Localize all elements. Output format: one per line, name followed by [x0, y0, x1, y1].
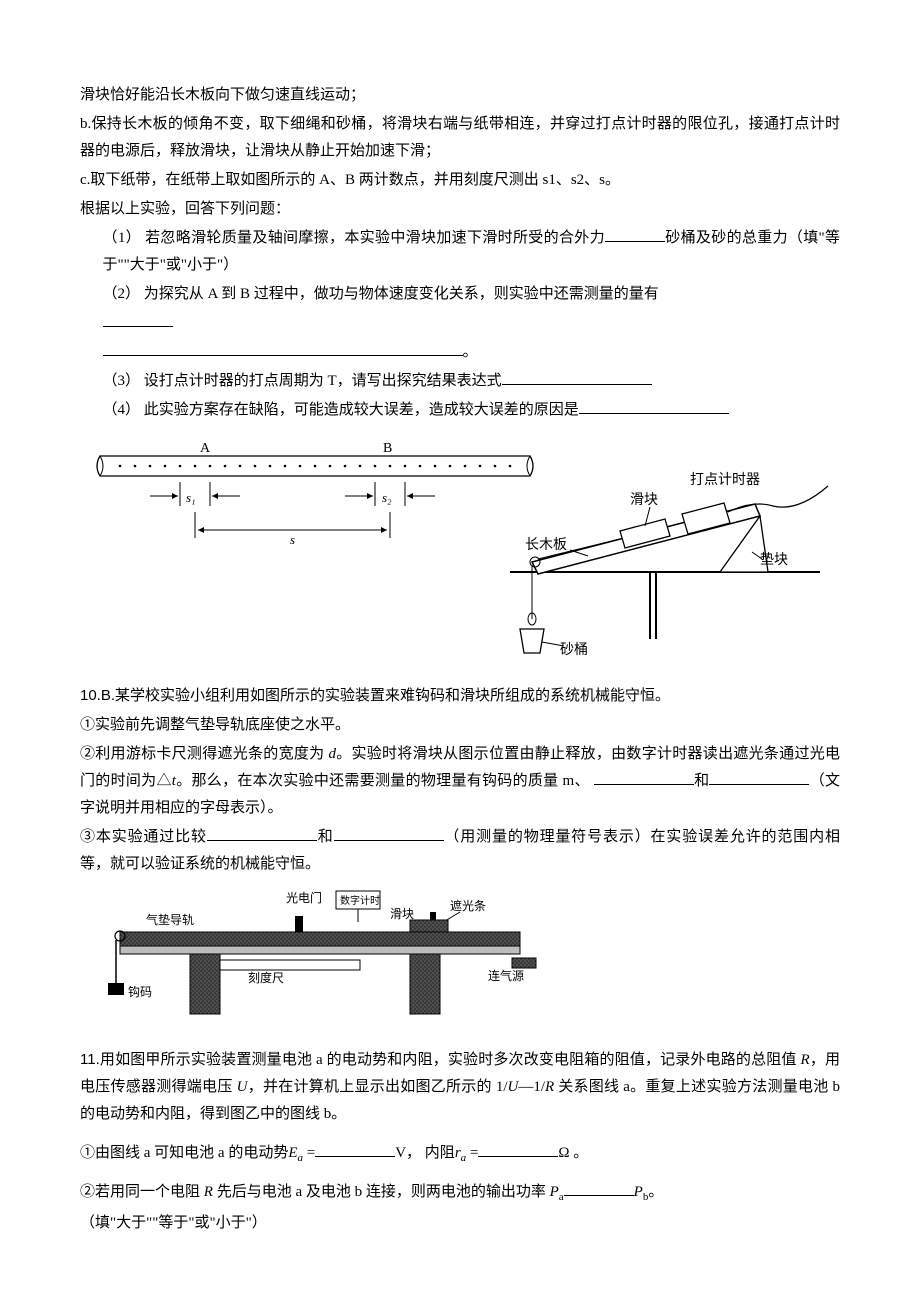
q3-blank [502, 369, 652, 385]
q11-p3b: 先后与电池 a 及电池 b 连接，则两电池的输出功率 [213, 1184, 546, 1200]
q11-Ea: E [288, 1145, 297, 1161]
label-gate: 光电门 [286, 890, 322, 905]
q11-Pb: P [634, 1184, 643, 1200]
q11-p1d: —1/ [518, 1079, 545, 1095]
lead-line-2: c.取下纸带，在纸带上取如图所示的 A、B 两计数点，并用刻度尺测出 s1、s2… [80, 167, 840, 194]
label-weight: 钩码 [128, 985, 152, 999]
q2-blank-1 [103, 311, 173, 327]
q10-line4: ③本实验通过比较和（用测量的物理量符号表示）在实验误差允许的范围内相等，就可以验… [80, 824, 840, 878]
q3-text: 设打点计时器的打点周期为 T，请写出探究结果表达式 [144, 373, 502, 389]
tape-s1-label: s₁ [186, 490, 196, 505]
label-rail: 气垫导轨 [146, 912, 194, 927]
tape-s2-label: s₂ [382, 490, 392, 505]
q1-row: （1） 若忽略滑轮质量及轴间摩擦，本实验中滑块加速下滑时所受的合外力砂桶及砂的总… [80, 225, 840, 279]
q11-p3c: 。 [648, 1184, 663, 1200]
q11-p3a: ②若用同一个电阻 [80, 1184, 200, 1200]
q10-blank-1 [594, 769, 694, 785]
label-timer: 打点计时器 [690, 471, 760, 488]
lead-line-3: 根据以上实验，回答下列问题： [80, 196, 840, 223]
q10-blank-4 [334, 825, 444, 841]
q11-p1c: ，并在计算机上显示出如图乙所示的 1/ [247, 1079, 507, 1095]
tape-s-label: s [290, 532, 295, 547]
q3-row: （3） 设打点计时器的打点周期为 T，请写出探究结果表达式 [80, 368, 840, 395]
q11-line1: 11.用如图甲所示实验装置测量电池 a 的电动势和内阻，实验时多次改变电阻箱的阻… [80, 1046, 840, 1128]
q11-line4: （填"大于""等于"或"小于"） [80, 1210, 840, 1237]
label-digital-timer: 数字计时 [340, 894, 380, 907]
q2-num: （2） [103, 286, 141, 302]
label-shade: 遮光条 [450, 898, 486, 913]
q10-and2: 和 [317, 829, 334, 845]
q10-num: 10.B. [80, 687, 115, 704]
q11-R3: R [204, 1184, 213, 1200]
label-bucket: 砂桶 [560, 642, 588, 658]
q10-line1: 10.B.某学校实验小组利用如图所示的实验装置来难钩码和滑块所组成的系统机械能守… [80, 682, 840, 710]
q11-blank-P [564, 1180, 634, 1196]
q4-num: （4） [103, 402, 141, 418]
q10-p3c: 。那么，在本次实验中还需要测量的物理量有钩码的质量 m、 [176, 773, 590, 789]
tape-B-label: B [383, 441, 392, 456]
q10-and1: 和 [694, 773, 710, 789]
q10-line2: ①实验前先调整气垫导轨底座使之水平。 [80, 712, 840, 739]
q11-num: 11. [80, 1051, 100, 1068]
q4-blank [579, 398, 729, 414]
q10-blank-3 [207, 825, 317, 841]
q1-blank [605, 226, 665, 242]
q10-p1: 某学校实验小组利用如图所示的实验装置来难钩码和滑块所组成的系统机械能守恒。 [115, 688, 670, 704]
lead-line-1: b.保持长木板的倾角不变，取下细绳和砂桶，将滑块右端与纸带相连，并穿过打点计时器… [80, 111, 840, 165]
q10-blank-2 [709, 769, 809, 785]
q3-num: （3） [103, 373, 141, 389]
q4-row: （4） 此实验方案存在缺陷，可能造成较大误差，造成较大误差的原因是 [80, 397, 840, 424]
q11-blank-E [315, 1141, 395, 1157]
q4-text: 此实验方案存在缺陷，可能造成较大误差，造成较大误差的原因是 [144, 402, 579, 418]
q10-line3: ②利用游标卡尺测得遮光条的宽度为 d。实验时将滑块从图示位置由静止释放，由数字计… [80, 741, 840, 822]
q1-text-a: 若忽略滑轮质量及轴间摩擦，本实验中滑块加速下滑时所受的合外力 [145, 230, 605, 246]
lead-line-0: 滑块恰好能沿长木板向下做匀速直线运动； [80, 82, 840, 109]
q11-p1a: 用如图甲所示实验装置测量电池 a 的电动势和内阻，实验时多次改变电阻箱的阻值，记… [100, 1052, 797, 1068]
q10-p4a: ③本实验通过比较 [80, 829, 207, 845]
q11-U1: U [237, 1079, 248, 1095]
q11-R1: R [801, 1052, 810, 1068]
q11-line3: ②若用同一个电阻 R 先后与电池 a 及电池 b 连接，则两电池的输出功率 Pa… [80, 1179, 840, 1208]
q10-p3a: ②利用游标卡尺测得遮光条的宽度为 [80, 746, 324, 762]
q11-line2: ①由图线 a 可知电池 a 的电动势Ea =V， 内阻ra =Ω 。 [80, 1140, 840, 1169]
q11-blank-r [478, 1141, 558, 1157]
incline-rig: 打点计时器 滑块 长木板 垫块 砂桶 [510, 471, 828, 658]
q2-row: （2） 为探究从 A 到 B 过程中，做功与物体速度变化关系，则实验中还需测量的… [80, 281, 840, 308]
q2-period: 。 [463, 344, 478, 360]
label-board: 长木板 [525, 537, 567, 553]
label-wedge: 垫块 [760, 552, 788, 568]
label-ruler: 刻度尺 [248, 970, 284, 985]
air-track-diagram: 光电门 数字计时 滑块 遮光条 气垫导轨 刻度尺 连气源 钩码 [80, 888, 840, 1028]
q11-p2a: ①由图线 a 可知电池 a 的电动势 [80, 1145, 288, 1161]
q2-blank-row [80, 310, 840, 337]
tape-A-label: A [200, 441, 211, 456]
label-air: 连气源 [488, 968, 524, 983]
q10-d: d [328, 746, 336, 762]
tape-strip: A B s₁ s₂ s [97, 441, 533, 547]
q11-Pa: P [550, 1184, 559, 1200]
tape-and-incline-diagram: A B s₁ s₂ s [80, 434, 840, 664]
q2-text: 为探究从 A 到 B 过程中，做功与物体速度变化关系，则实验中还需测量的量有 [144, 286, 659, 302]
q11-unitV: V， 内阻 [395, 1145, 455, 1161]
q11-eq1: = [303, 1145, 315, 1161]
q11-R2: R [545, 1079, 554, 1095]
q11-unitO: Ω 。 [558, 1145, 588, 1161]
q11-eq2: = [466, 1145, 478, 1161]
q2-blank-row2: 。 [80, 339, 840, 366]
label-block: 滑块 [630, 491, 658, 508]
q2-blank-2 [103, 340, 463, 356]
q1-num: （1） [103, 230, 142, 246]
label-slider: 滑块 [390, 907, 414, 921]
q11-U2: U [508, 1079, 519, 1095]
